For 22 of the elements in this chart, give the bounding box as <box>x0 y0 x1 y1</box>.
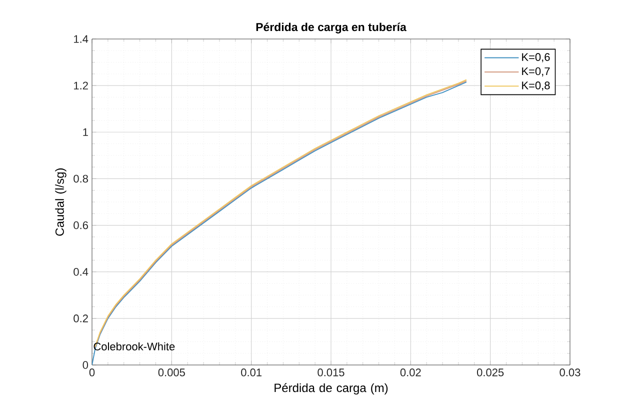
legend-label: K=0,6 <box>522 53 550 62</box>
x-tick-label: 0.01 <box>241 368 262 376</box>
x-tick-label: 0.03 <box>560 368 580 376</box>
x-tick-label: 0 <box>89 368 95 376</box>
y-tick-label: 0 <box>82 361 88 369</box>
legend-label: K=0,7 <box>522 67 550 76</box>
x-tick-label: 0.005 <box>158 368 185 376</box>
y-tick-label: 1.2 <box>74 82 88 90</box>
y-tick-label: 0.6 <box>74 221 88 230</box>
annotation: Colebrook-White <box>94 342 175 350</box>
y-tick-label: 0.2 <box>74 314 88 322</box>
y-axis-title: Caudal (l/sg) <box>55 168 66 236</box>
y-tick-label: 1.4 <box>74 35 88 43</box>
y-tick-label: 0.4 <box>74 268 88 276</box>
x-tick-label: 0.025 <box>476 368 504 376</box>
chart-title: Pérdida de carga en tubería <box>256 22 406 34</box>
y-tick-label: 1 <box>83 128 88 136</box>
x-axis-title: Pérdida de carga (m) <box>274 383 388 394</box>
legend-label: K=0,8 <box>522 82 550 91</box>
y-tick-label: 0.8 <box>74 174 88 183</box>
x-tick-label: 0.02 <box>400 368 421 376</box>
x-tick-label: 0.015 <box>318 368 344 376</box>
